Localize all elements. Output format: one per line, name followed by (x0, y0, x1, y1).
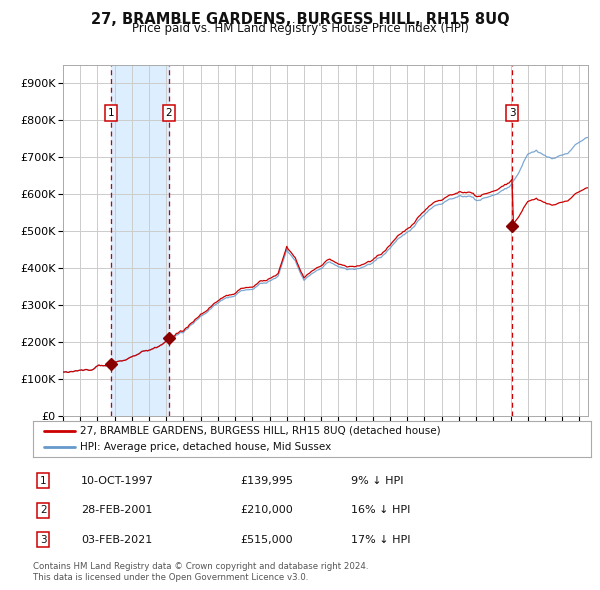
Bar (111, 65, 169, 416)
Text: 1: 1 (107, 108, 114, 118)
Text: 28-FEB-2001: 28-FEB-2001 (81, 506, 152, 515)
Text: Price paid vs. HM Land Registry's House Price Index (HPI): Price paid vs. HM Land Registry's House … (131, 22, 469, 35)
Text: 17% ↓ HPI: 17% ↓ HPI (351, 535, 410, 545)
Text: 27, BRAMBLE GARDENS, BURGESS HILL, RH15 8UQ (detached house): 27, BRAMBLE GARDENS, BURGESS HILL, RH15 … (80, 426, 441, 436)
Text: 1: 1 (40, 476, 47, 486)
Text: 16% ↓ HPI: 16% ↓ HPI (351, 506, 410, 515)
Text: 3: 3 (509, 108, 515, 118)
Text: £515,000: £515,000 (240, 535, 293, 545)
Text: 3: 3 (40, 535, 47, 545)
Text: 9% ↓ HPI: 9% ↓ HPI (351, 476, 404, 486)
Text: 10-OCT-1997: 10-OCT-1997 (81, 476, 154, 486)
Text: 03-FEB-2021: 03-FEB-2021 (81, 535, 152, 545)
Text: Contains HM Land Registry data © Crown copyright and database right 2024.: Contains HM Land Registry data © Crown c… (33, 562, 368, 571)
Text: 2: 2 (166, 108, 172, 118)
Text: HPI: Average price, detached house, Mid Sussex: HPI: Average price, detached house, Mid … (80, 442, 332, 452)
Text: £139,995: £139,995 (240, 476, 293, 486)
Text: £210,000: £210,000 (240, 506, 293, 515)
Text: This data is licensed under the Open Government Licence v3.0.: This data is licensed under the Open Gov… (33, 572, 308, 582)
Text: 27, BRAMBLE GARDENS, BURGESS HILL, RH15 8UQ: 27, BRAMBLE GARDENS, BURGESS HILL, RH15 … (91, 12, 509, 27)
Text: 2: 2 (40, 506, 47, 515)
